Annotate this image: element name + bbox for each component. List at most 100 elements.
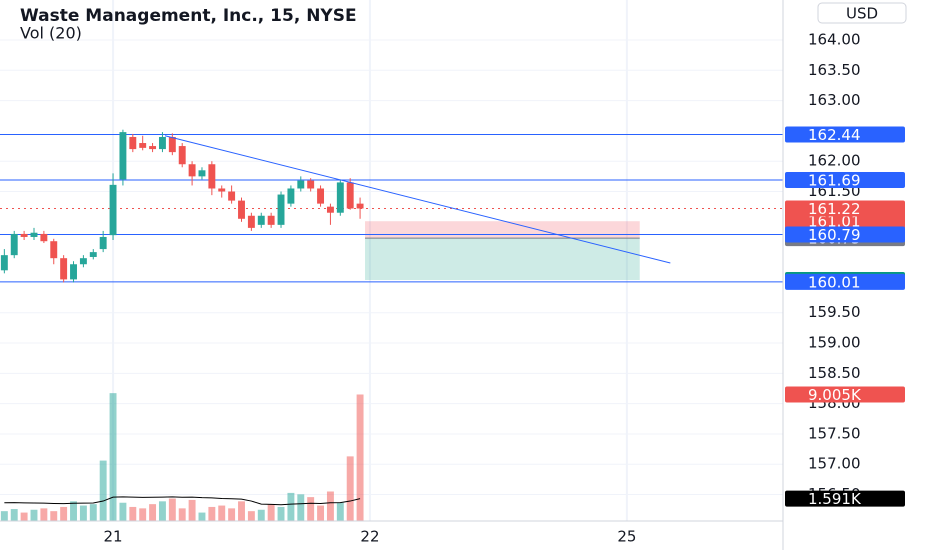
price-badge [785,226,905,243]
candle-body [228,191,236,201]
volume-ma-line [4,496,361,506]
volume-bar [109,393,117,521]
volume-bar [89,504,97,521]
x-tick-label: 22 [360,528,379,546]
price-badge [785,273,905,290]
currency-label[interactable]: USD [846,5,878,23]
stop-zone [365,221,640,239]
volume-bar [188,499,196,521]
volume-bar [277,506,285,521]
price-badge-label: 9.005K [808,386,862,404]
price-badge-label: 160.01 [808,273,861,291]
candle-body [188,164,196,177]
volume-bar [70,501,77,521]
candle-body [178,146,186,165]
candle-body [336,182,344,213]
volume-bar [346,456,354,521]
candle-body [149,146,157,150]
x-tick-label: 25 [617,528,636,546]
price-badge [785,200,905,217]
candle-body [89,252,97,257]
candle-body [158,136,166,150]
volume-bar [228,508,236,521]
price-badge-label: 161.22 [808,200,861,218]
price-badge [785,386,905,403]
candle-body [346,182,354,209]
price-badge-label: 160.79 [808,226,861,244]
y-tick-label: 157.50 [808,424,861,442]
volume-bar [287,492,295,521]
volume-bar [40,508,48,521]
candle-body [238,200,245,219]
volume-bar [20,512,28,521]
volume-bar [297,494,305,521]
volume-bar [129,506,137,521]
volume-bar [30,509,38,521]
volume-bar [208,506,216,521]
price-badge-label: 161.01 [808,213,861,231]
y-tick-label: 162.00 [808,152,861,170]
volume-bar [60,506,68,521]
candle-body [317,188,325,204]
target-zone [365,238,640,280]
volume-bar [218,505,226,521]
candle-body [297,180,305,189]
y-tick-label: 157.00 [808,455,861,473]
y-tick-label: 164.00 [808,31,861,49]
price-badge [785,213,905,230]
x-tick-label: 21 [103,528,122,546]
candle-body [208,164,216,189]
volume-bar [79,505,87,521]
volume-bar [307,497,315,521]
chart-title: Waste Management, Inc., 15, NYSE [20,6,357,26]
volume-bar [0,511,8,521]
volume-bar [238,501,245,521]
volume-bar [158,501,166,521]
candle-body [198,170,206,177]
candle-body [109,184,117,236]
candle-body [10,233,18,256]
candle-body [50,241,58,259]
volume-bar [139,508,147,521]
y-tick-label: 159.50 [808,303,861,321]
candle-body [267,215,275,225]
candle-body [168,136,176,153]
volume-bar [257,509,265,521]
y-tick-label: 163.50 [808,61,861,79]
price-badge [785,126,905,143]
volume-bar [356,394,364,521]
y-tick-label: 159.00 [808,334,861,352]
price-badges: 9.005K1.591K160.04160.73161.01161.22162.… [785,126,905,508]
volume-bar [267,504,275,521]
candle-body [99,236,107,250]
volume-bar [119,502,127,521]
candle-body [119,132,127,180]
candle-body [218,188,226,192]
volume-bar [247,511,255,521]
volume-bar [99,460,107,521]
grid [0,0,783,521]
price-badge [785,490,905,507]
plot [0,129,783,521]
candle-body [307,180,315,189]
candle-body [129,136,137,150]
candle-body [356,203,364,209]
volume-bar [326,491,334,521]
candle-body [60,258,68,280]
currency-button[interactable] [817,2,907,24]
volume-bar [50,511,58,521]
candle-body [247,215,255,228]
candle-body [30,232,38,237]
chart-subtitle: Vol (20) [20,24,82,43]
price-axis: 164.00163.50163.00162.00161.50159.50159.… [103,31,860,546]
y-tick-label: 158.50 [808,364,861,382]
volume-bar [178,508,186,521]
volume-bar [317,505,325,521]
price-badge-label: 162.44 [808,126,861,144]
volume-bar [198,512,206,521]
candle-body [326,206,334,213]
candle-body [139,143,147,148]
price-badge-label: 161.69 [808,172,861,190]
